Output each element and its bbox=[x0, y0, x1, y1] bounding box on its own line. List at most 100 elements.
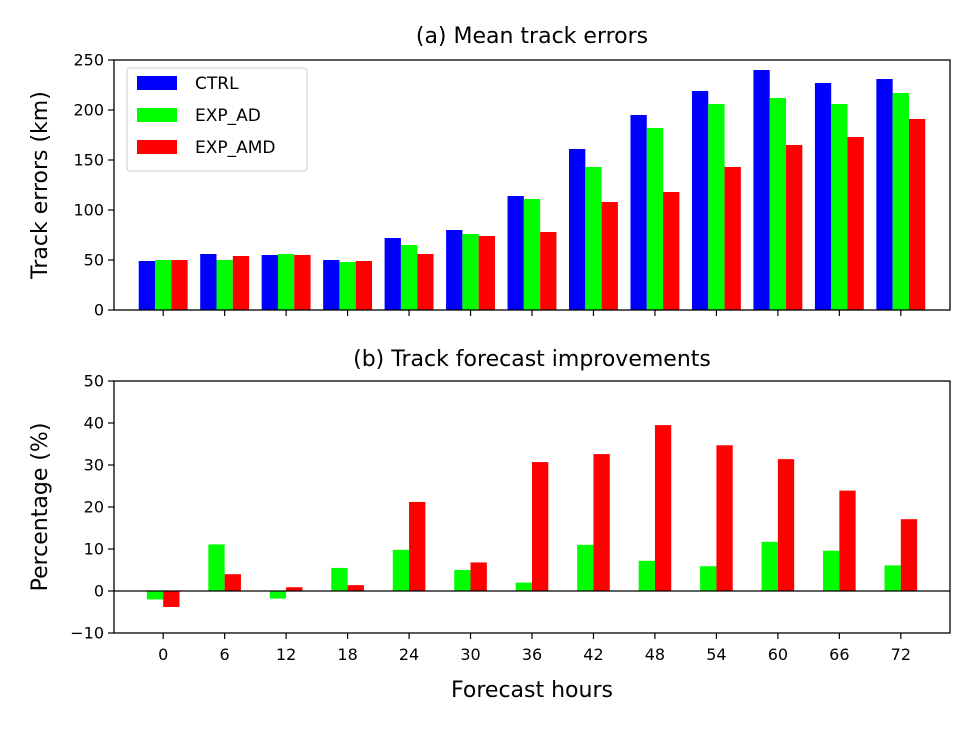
y-tick-label-a-4: 200 bbox=[73, 101, 104, 120]
bar-a-ctrl-66h bbox=[814, 83, 832, 310]
y-tick-label-b-1: 0 bbox=[94, 582, 104, 601]
bar-b-series-1-12h bbox=[286, 587, 303, 591]
bar-a-exp-ad-0h bbox=[155, 260, 172, 310]
bar-b-series-1-66h bbox=[839, 490, 856, 591]
bar-a-ctrl-36h bbox=[507, 196, 524, 310]
y-tick-label-a-2: 100 bbox=[73, 201, 104, 220]
bar-b-series-1-48h bbox=[654, 425, 672, 591]
y-tick-label-b-3: 20 bbox=[84, 498, 104, 517]
y-tick-label-a-3: 150 bbox=[73, 151, 104, 170]
bar-a-exp-amd-60h bbox=[786, 145, 803, 310]
bar-a-exp-ad-6h bbox=[216, 260, 233, 310]
panel-b-title: (b) Track forecast improvements bbox=[353, 347, 711, 372]
bar-b-series-0-66h bbox=[823, 550, 840, 591]
panel-a-frame bbox=[113, 59, 951, 311]
bar-b-series-0-24h bbox=[392, 549, 410, 591]
panel-a-x-ticks bbox=[162, 310, 902, 316]
y-tick-label-b-5: 40 bbox=[84, 414, 104, 433]
bar-a-exp-ad-54h bbox=[708, 104, 725, 310]
legend: CTRL EXP_AD EXP_AMD bbox=[126, 67, 308, 172]
bar-b-series-0-6h bbox=[208, 544, 225, 591]
legend-entry-exp-ad: EXP_AD bbox=[137, 106, 261, 126]
bar-a-exp-ad-12h bbox=[277, 254, 295, 310]
bar-a-ctrl-30h bbox=[446, 230, 463, 310]
panel-b-x-ticks: 0 6 12 18 24 30 36 42 48 54 60 66 72 bbox=[158, 633, 911, 664]
bar-a-ctrl-60h bbox=[753, 70, 770, 310]
legend-entry-exp-amd: EXP_AMD bbox=[137, 138, 276, 158]
bar-a-ctrl-48h bbox=[630, 115, 647, 310]
bar-a-exp-amd-36h bbox=[540, 232, 557, 310]
bar-b-series-0-42h bbox=[577, 544, 594, 591]
bar-a-exp-ad-24h bbox=[400, 245, 418, 310]
bar-a-exp-amd-12h bbox=[294, 255, 311, 310]
bar-b-series-1-24h bbox=[409, 501, 426, 591]
bar-b-series-1-60h bbox=[777, 459, 795, 591]
x-tick-label-12: 12 bbox=[276, 645, 296, 664]
bar-b-series-0-48h bbox=[638, 560, 655, 591]
bar-b-series-0-0h bbox=[146, 591, 164, 600]
panel-a-title: (a) Mean track errors bbox=[416, 24, 648, 49]
bar-a-ctrl-0h bbox=[138, 261, 156, 310]
legend-label-ctrl: CTRL bbox=[195, 74, 239, 94]
bar-b-series-1-54h bbox=[716, 445, 733, 591]
bar-a-ctrl-6h bbox=[200, 254, 217, 310]
bar-b-series-1-72h bbox=[900, 519, 918, 591]
x-tick-label-66: 66 bbox=[829, 645, 849, 664]
bar-a-exp-ad-66h bbox=[831, 104, 848, 310]
bar-b-series-0-30h bbox=[454, 570, 471, 591]
y-tick-label-a-1: 50 bbox=[84, 251, 104, 270]
x-tick-label-36: 36 bbox=[522, 645, 542, 664]
panel-a-mean-track-errors: (a) Mean track errors Track errors (km) … bbox=[28, 24, 951, 320]
bar-a-exp-ad-48h bbox=[646, 128, 664, 310]
bar-b-series-1-0h bbox=[163, 591, 180, 607]
bar-b-series-1-18h bbox=[347, 585, 364, 591]
bar-a-exp-amd-30h bbox=[478, 236, 495, 310]
bar-a-ctrl-54h bbox=[691, 91, 709, 310]
panel-a-y-ticks: 0 50 100 150 200 250 bbox=[73, 51, 114, 320]
panel-b-bars bbox=[146, 425, 918, 607]
bar-a-exp-amd-18h bbox=[355, 261, 373, 310]
x-tick-label-0: 0 bbox=[158, 645, 168, 664]
bar-a-ctrl-42h bbox=[569, 149, 586, 310]
legend-entry-ctrl: CTRL bbox=[137, 74, 239, 94]
bar-a-ctrl-24h bbox=[384, 238, 401, 310]
bar-b-series-1-30h bbox=[470, 562, 487, 591]
y-tick-label-b-0: −10 bbox=[70, 624, 104, 643]
bar-b-series-0-60h bbox=[761, 541, 778, 591]
x-tick-label-72: 72 bbox=[891, 645, 911, 664]
legend-swatch-ctrl bbox=[137, 76, 177, 90]
x-axis-title: Forecast hours bbox=[451, 678, 613, 703]
bar-b-series-0-18h bbox=[331, 567, 348, 591]
legend-swatch-exp-amd bbox=[137, 140, 177, 154]
bar-a-exp-ad-36h bbox=[523, 199, 541, 310]
legend-label-exp-ad: EXP_AD bbox=[195, 106, 261, 126]
bar-b-series-1-6h bbox=[224, 574, 241, 591]
bar-a-exp-amd-24h bbox=[417, 254, 434, 310]
bar-a-exp-amd-72h bbox=[908, 119, 926, 310]
bar-a-ctrl-18h bbox=[323, 260, 340, 310]
x-tick-label-54: 54 bbox=[706, 645, 726, 664]
y-tick-label-b-4: 30 bbox=[84, 456, 104, 475]
bar-b-series-0-54h bbox=[700, 566, 717, 591]
bar-a-exp-amd-48h bbox=[663, 192, 680, 310]
bar-a-exp-ad-60h bbox=[769, 98, 787, 310]
legend-swatch-exp-ad bbox=[137, 108, 177, 122]
bar-b-series-0-72h bbox=[884, 565, 901, 591]
y-tick-label-b-2: 10 bbox=[84, 540, 104, 559]
bar-b-series-1-36h bbox=[532, 462, 549, 591]
bar-b-series-0-12h bbox=[269, 591, 287, 599]
panel-b-frame bbox=[113, 380, 951, 634]
bar-a-exp-ad-42h bbox=[585, 167, 602, 310]
y-tick-label-b-6: 50 bbox=[84, 372, 104, 391]
bar-b-series-1-42h bbox=[593, 454, 610, 591]
bar-b-series-0-36h bbox=[515, 582, 532, 591]
bar-a-exp-amd-6h bbox=[232, 256, 250, 310]
panel-b-track-forecast-improvements: (b) Track forecast improvements Percenta… bbox=[28, 347, 951, 703]
bar-a-exp-amd-0h bbox=[171, 260, 188, 310]
x-tick-label-24: 24 bbox=[399, 645, 419, 664]
bar-a-exp-amd-54h bbox=[724, 167, 741, 310]
bar-a-exp-ad-72h bbox=[892, 93, 909, 310]
bar-a-exp-ad-18h bbox=[339, 262, 356, 310]
bar-a-exp-ad-30h bbox=[462, 234, 479, 310]
